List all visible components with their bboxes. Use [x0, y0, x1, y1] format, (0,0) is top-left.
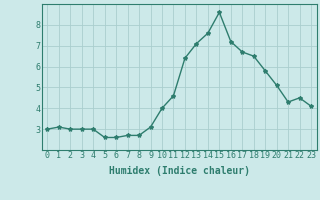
X-axis label: Humidex (Indice chaleur): Humidex (Indice chaleur): [109, 166, 250, 176]
